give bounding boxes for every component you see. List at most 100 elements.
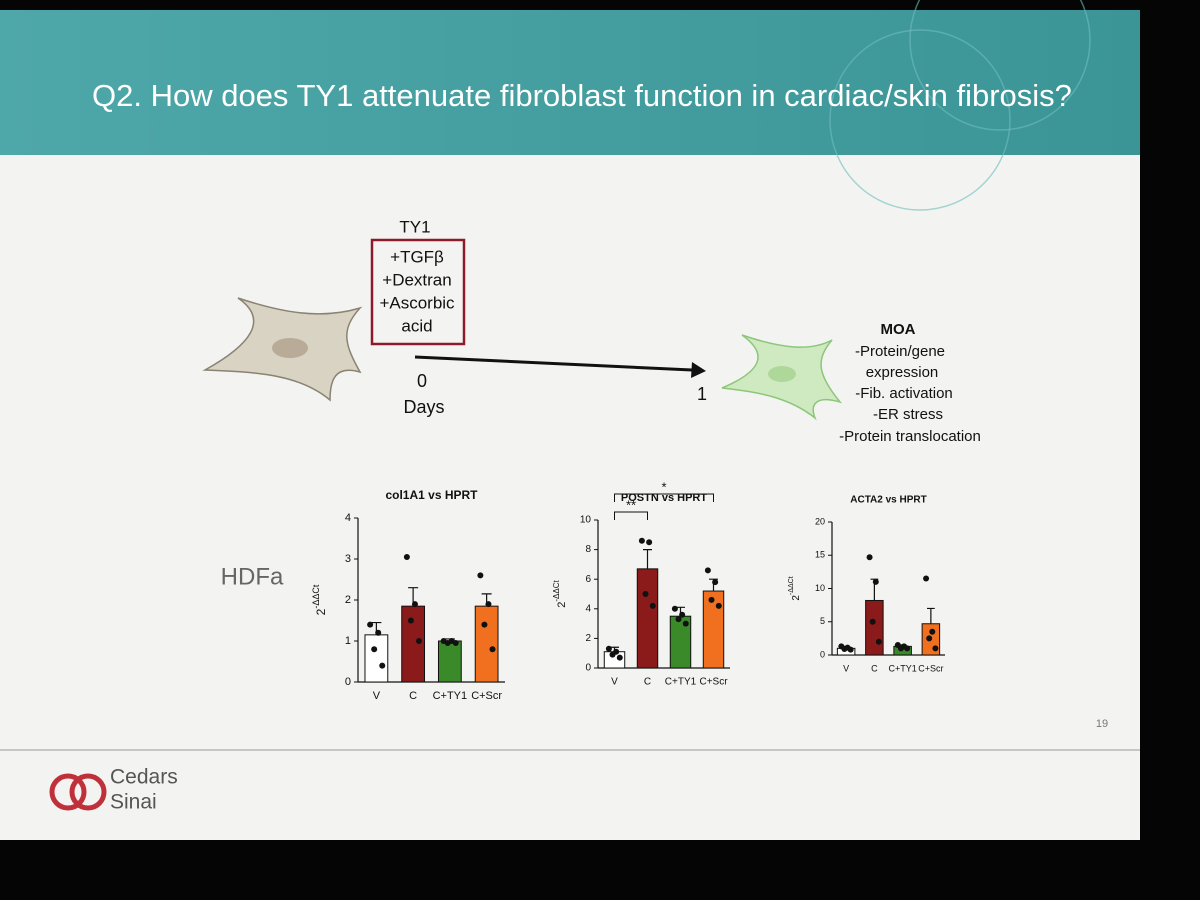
- page-number: 19: [1096, 718, 1108, 730]
- data-point: [875, 638, 882, 645]
- significance-bracket: [614, 493, 714, 502]
- y-axis-label: 2-ΔΔCt: [552, 579, 568, 607]
- data-point: [407, 617, 414, 624]
- chart-title: POSTN vs HPRT: [621, 492, 707, 504]
- y-tick-label: 4: [345, 512, 351, 524]
- data-point: [485, 601, 492, 608]
- x-tick-label: V: [373, 690, 381, 702]
- data-point: [609, 651, 616, 658]
- bar: [437, 640, 462, 683]
- y-label-base: 2: [314, 608, 328, 615]
- y-label-exponent: -ΔΔCt: [311, 584, 321, 609]
- error-bar: [642, 549, 653, 569]
- bar: [702, 590, 725, 669]
- moa-heading: MOA: [881, 321, 916, 338]
- data-point: [929, 628, 936, 635]
- x-tick-label: C: [409, 690, 417, 702]
- x-tick-label: C: [644, 677, 651, 688]
- data-point: [403, 553, 410, 560]
- timeline-arrow: [414, 355, 693, 372]
- data-point: [481, 621, 488, 628]
- y-label-base: 2: [556, 602, 568, 608]
- y-tick-label: 0: [585, 663, 591, 674]
- x-tick-label: C+TY1: [888, 663, 916, 673]
- y-tick-label: 2: [585, 633, 591, 644]
- data-point: [616, 654, 623, 661]
- nucleus: [272, 338, 308, 358]
- bar: [364, 634, 389, 683]
- treatment-agent: TY1: [399, 217, 430, 236]
- y-tick-label: 20: [815, 516, 825, 526]
- x-tick-label: C+TY1: [665, 677, 697, 688]
- y-axis-label: 2-ΔΔCt: [311, 584, 328, 615]
- chart-title: ACTA2 vs HPRT: [850, 495, 927, 506]
- data-point: [649, 602, 656, 609]
- error-bar: [927, 607, 935, 624]
- significance-label: *: [661, 479, 666, 494]
- y-tick-label: 8: [585, 544, 591, 555]
- y-label-base: 2: [791, 595, 802, 601]
- data-point: [371, 646, 378, 653]
- x-tick-label: V: [611, 677, 618, 688]
- data-point: [926, 635, 933, 642]
- chart-title: col1A1 vs HPRT: [385, 488, 478, 502]
- data-point: [712, 579, 719, 586]
- data-point: [847, 646, 854, 653]
- data-point: [605, 645, 612, 652]
- data-point: [646, 539, 653, 546]
- data-point: [866, 554, 873, 561]
- x-tick-label: C+Scr: [471, 690, 502, 702]
- moa-line: -Fib. activation: [855, 385, 953, 402]
- y-tick-label: 0: [820, 649, 825, 659]
- treatment-line: +TGFβ: [390, 247, 444, 266]
- treatment-box: [370, 238, 466, 346]
- data-point: [708, 596, 715, 603]
- data-point: [704, 567, 711, 574]
- treatment-line: acid: [401, 316, 432, 335]
- y-label-exponent: -ΔΔCt: [788, 576, 795, 595]
- y-tick-label: 2: [345, 594, 351, 606]
- data-point: [897, 645, 904, 652]
- bar: [865, 599, 884, 656]
- data-point: [411, 601, 418, 608]
- significance-bracket: [614, 511, 648, 520]
- bar: [401, 605, 426, 683]
- y-tick-label: 6: [585, 574, 591, 585]
- y-tick-label: 10: [580, 515, 592, 526]
- data-point: [715, 602, 722, 609]
- data-point: [379, 662, 386, 669]
- y-label-exponent: -ΔΔCt: [552, 579, 561, 601]
- data-point: [841, 646, 848, 653]
- y-tick-label: 15: [815, 550, 825, 560]
- data-point: [671, 605, 678, 612]
- data-point: [367, 621, 374, 628]
- slide-header: [0, 10, 1140, 155]
- x-tick-label: C+Scr: [699, 677, 728, 688]
- moa-line: -Protein/gene: [855, 343, 945, 360]
- arrow-head: [691, 362, 706, 378]
- bar: [636, 568, 659, 669]
- moa-line: -ER stress: [873, 406, 943, 423]
- data-point: [477, 572, 484, 579]
- data-point: [642, 591, 649, 597]
- data-point: [869, 618, 876, 625]
- header-decoration: [829, 29, 1011, 211]
- data-point: [444, 640, 451, 647]
- data-point: [923, 575, 930, 582]
- x-tick-label: C+Scr: [918, 663, 943, 673]
- slide-title: Q2. How does TY1 attenuate fibroblast fu…: [92, 78, 1072, 113]
- x-tick-label: C: [871, 663, 878, 673]
- data-point: [375, 629, 382, 636]
- moa-line: expression: [866, 364, 939, 381]
- y-tick-label: 4: [585, 603, 591, 614]
- timeline-start: 0: [417, 371, 427, 391]
- timeline-unit: Days: [403, 397, 444, 417]
- timeline-end: 1: [697, 384, 707, 404]
- treatment-line: +Ascorbic: [379, 293, 455, 312]
- x-tick-label: V: [843, 663, 849, 673]
- logo-text: Sinai: [110, 791, 157, 814]
- data-point: [682, 620, 689, 627]
- data-point: [452, 640, 459, 647]
- data-point: [638, 537, 645, 544]
